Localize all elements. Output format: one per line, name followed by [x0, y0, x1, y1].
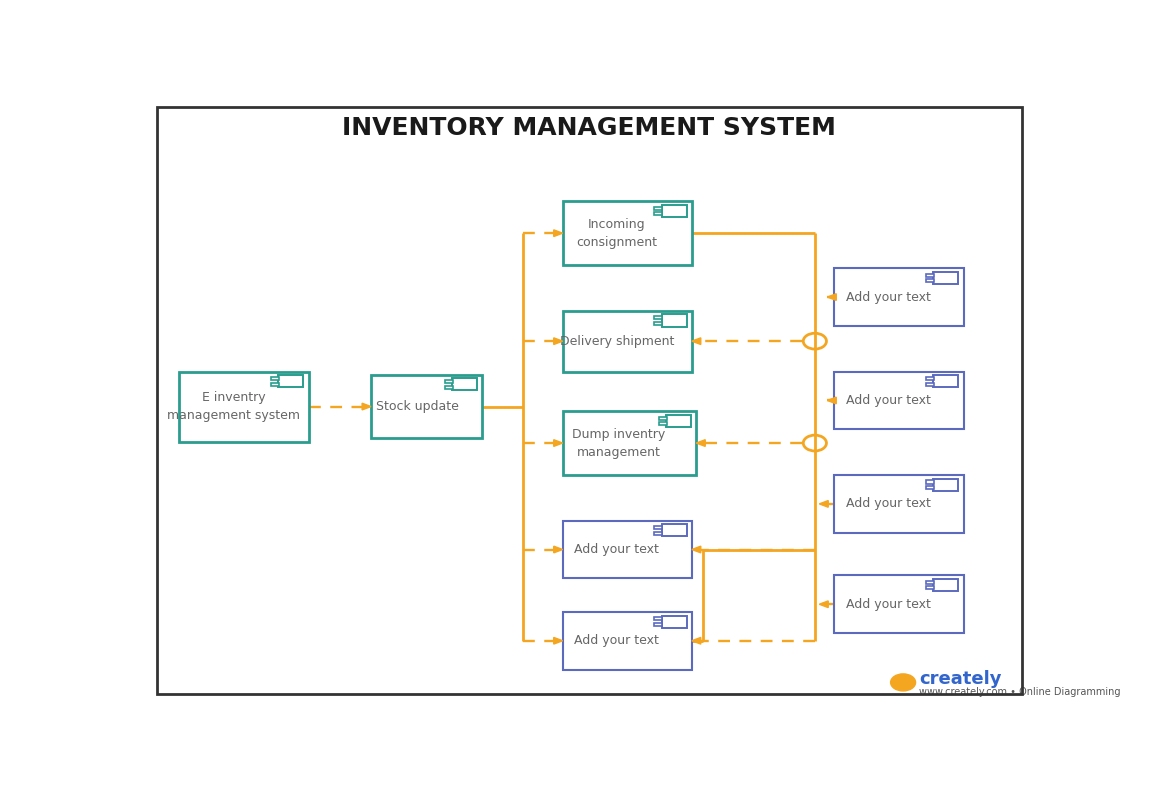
Bar — [445, 386, 453, 389]
Polygon shape — [827, 294, 836, 300]
Bar — [926, 279, 934, 282]
Polygon shape — [553, 546, 562, 553]
Polygon shape — [553, 338, 562, 344]
Bar — [835, 371, 964, 430]
Bar — [654, 623, 662, 626]
Bar — [659, 416, 667, 419]
Text: Add your text: Add your text — [846, 498, 932, 510]
Bar — [661, 205, 687, 217]
Bar — [835, 268, 964, 326]
Bar — [659, 422, 667, 425]
Bar — [271, 377, 279, 380]
Polygon shape — [553, 638, 562, 644]
Bar — [452, 378, 477, 390]
Bar — [835, 575, 964, 633]
Bar — [934, 375, 958, 387]
Bar — [666, 415, 691, 427]
Bar — [562, 310, 692, 371]
Bar — [654, 322, 662, 325]
Bar — [654, 213, 662, 215]
Bar — [445, 380, 453, 383]
Bar — [271, 382, 279, 386]
Bar — [654, 316, 662, 319]
Text: www.creately.com • Online Diagramming: www.creately.com • Online Diagramming — [919, 687, 1120, 697]
Polygon shape — [819, 601, 828, 608]
Circle shape — [890, 674, 915, 691]
Bar — [562, 411, 697, 475]
Text: E inventry
management system: E inventry management system — [167, 391, 300, 422]
Bar — [934, 479, 958, 491]
Bar — [926, 273, 934, 276]
Bar — [179, 371, 308, 442]
Polygon shape — [692, 338, 700, 344]
Text: Add your text: Add your text — [846, 291, 932, 303]
Bar — [654, 532, 662, 535]
Bar — [926, 382, 934, 386]
Bar — [661, 615, 687, 628]
Bar — [926, 581, 934, 584]
Bar — [654, 207, 662, 210]
Bar — [926, 486, 934, 489]
Text: creately: creately — [919, 670, 1002, 688]
Text: INVENTORY MANAGEMENT SYSTEM: INVENTORY MANAGEMENT SYSTEM — [343, 116, 836, 141]
Bar — [278, 375, 304, 387]
Text: Delivery shipment: Delivery shipment — [560, 335, 674, 348]
Polygon shape — [697, 440, 705, 446]
Bar — [661, 314, 687, 326]
Bar — [654, 617, 662, 620]
Bar — [661, 525, 687, 536]
Text: Stock update: Stock update — [376, 400, 459, 413]
Polygon shape — [553, 230, 562, 236]
Bar — [835, 475, 964, 532]
Bar — [934, 272, 958, 284]
Bar — [562, 201, 692, 265]
Bar — [934, 579, 958, 591]
Bar — [562, 521, 692, 578]
Bar — [926, 586, 934, 589]
Bar — [562, 611, 692, 670]
Polygon shape — [819, 501, 828, 507]
Bar — [654, 526, 662, 529]
Polygon shape — [692, 546, 700, 553]
Text: Add your text: Add your text — [575, 634, 659, 647]
Bar — [926, 480, 934, 483]
Polygon shape — [692, 638, 700, 644]
Polygon shape — [553, 440, 562, 446]
Text: Add your text: Add your text — [575, 543, 659, 556]
Bar — [926, 377, 934, 380]
Polygon shape — [827, 397, 836, 404]
Text: Dump inventry
management: Dump inventry management — [573, 427, 666, 458]
Text: Incoming
consignment: Incoming consignment — [576, 218, 658, 249]
Text: Add your text: Add your text — [846, 598, 932, 611]
Bar — [371, 374, 483, 438]
Polygon shape — [362, 403, 371, 410]
Text: Add your text: Add your text — [846, 394, 932, 407]
